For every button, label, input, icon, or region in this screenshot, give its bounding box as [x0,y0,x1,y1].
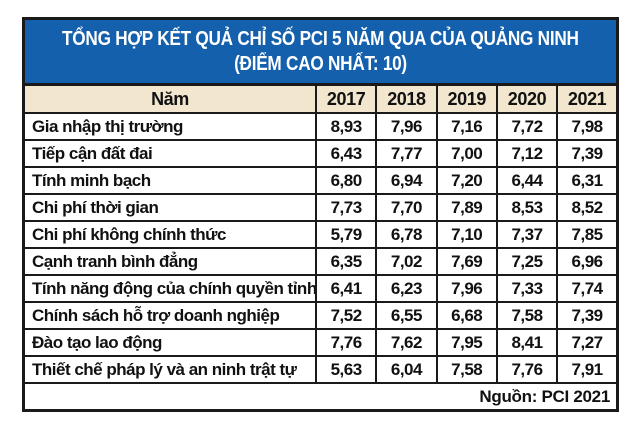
table-row: Cạnh tranh bình đẳng 6,35 7,02 7,69 7,25 6,96 [22,247,619,276]
table-row: Gia nhập thị trường 8,93 7,96 7,16 7,72 7,98 [22,112,619,141]
row-label: Chi phí không chính thức [22,220,317,249]
table-row: Thiết chế pháp lý và an ninh trật tự 5,63… [22,355,619,384]
score-cell: 8,53 [495,193,559,222]
score-cell: 6,96 [556,247,619,276]
row-label: Chính sách hỗ trợ doanh nghiệp [22,301,317,330]
source-row: Nguồn: PCI 2021 [22,382,619,412]
table-footer: Nguồn: PCI 2021 [22,382,619,412]
score-cell: 7,98 [556,112,619,141]
score-cell: 7,69 [435,247,498,276]
score-cell: 8,93 [314,112,378,141]
column-header-year: 2018 [375,83,438,114]
score-cell: 6,55 [375,301,438,330]
score-cell: 7,52 [314,301,378,330]
column-header-year: 2020 [495,83,559,114]
score-cell: 7,27 [556,328,619,357]
table-body: Gia nhập thị trường 8,93 7,96 7,16 7,72 7,98 T… [22,112,619,384]
score-cell: 7,16 [435,112,498,141]
score-cell: 7,76 [314,328,378,357]
table-row: Tính minh bạch 6,80 6,94 7,20 6,44 6,31 [22,166,619,195]
table-row: Chi phí thời gian 7,73 7,70 7,89 8,53 8,52 [22,193,619,222]
row-label: Gia nhập thị trường [22,112,317,141]
pci-infographic-panel: TỔNG HỢP KẾT QUẢ CHỈ SỐ PCI 5 NĂM QUA CỦ… [22,17,619,412]
score-cell: 7,58 [435,355,498,384]
score-cell: 7,02 [375,247,438,276]
table-row: Đào tạo lao động 7,76 7,62 7,95 8,41 7,27 [22,328,619,357]
score-cell: 6,44 [495,166,559,195]
score-cell: 7,85 [556,220,619,249]
score-cell: 7,62 [375,328,438,357]
score-cell: 5,79 [314,220,378,249]
score-cell: 7,96 [435,274,498,303]
score-cell: 7,73 [314,193,378,222]
header-row: Năm 2017 2018 2019 2020 2021 [22,83,619,114]
score-cell: 7,77 [375,139,438,168]
row-label: Cạnh tranh bình đẳng [22,247,317,276]
row-label: Tính minh bạch [22,166,317,195]
score-cell: 7,12 [495,139,559,168]
score-cell: 7,72 [495,112,559,141]
score-cell: 7,96 [375,112,438,141]
score-cell: 6,68 [435,301,498,330]
row-label: Tính năng động của chính quyền tỉnh [22,274,317,303]
row-label: Chi phí thời gian [22,193,317,222]
title-banner: TỔNG HỢP KẾT QUẢ CHỈ SỐ PCI 5 NĂM QUA CỦ… [22,17,619,83]
score-cell: 8,52 [556,193,619,222]
table-row: Chi phí không chính thức 5,79 6,78 7,10 7,37… [22,220,619,249]
score-cell: 7,58 [495,301,559,330]
row-label: Thiết chế pháp lý và an ninh trật tự [22,355,317,384]
score-cell: 7,25 [495,247,559,276]
column-header-year: 2021 [556,83,619,114]
score-cell: 7,70 [375,193,438,222]
score-cell: 6,78 [375,220,438,249]
table-row: Tính năng động của chính quyền tỉnh 6,41 6… [22,274,619,303]
score-cell: 7,10 [435,220,498,249]
score-cell: 6,41 [314,274,378,303]
column-header-year: 2017 [314,83,378,114]
score-cell: 6,04 [375,355,438,384]
score-cell: 6,31 [556,166,619,195]
score-cell: 6,43 [314,139,378,168]
score-cell: 7,76 [495,355,559,384]
score-cell: 7,33 [495,274,559,303]
column-header-year: 2019 [435,83,498,114]
score-cell: 7,39 [556,301,619,330]
table-row: Tiếp cận đất đai 6,43 7,77 7,00 7,12 7,39 [22,139,619,168]
column-header-nam: Năm [22,83,317,114]
title-line-1: TỔNG HỢP KẾT QUẢ CHỈ SỐ PCI 5 NĂM QUA CỦ… [62,27,579,50]
score-cell: 6,35 [314,247,378,276]
score-cell: 7,39 [556,139,619,168]
score-cell: 6,23 [375,274,438,303]
score-cell: 7,00 [435,139,498,168]
score-cell: 7,74 [556,274,619,303]
row-label: Tiếp cận đất đai [22,139,317,168]
title-line-2: (ĐIỂM CAO NHẤT: 10) [234,52,407,75]
score-cell: 6,94 [375,166,438,195]
score-cell: 7,37 [495,220,559,249]
pci-score-table: Năm 2017 2018 2019 2020 2021 Gia nhập thị trư… [22,83,619,412]
score-cell: 7,95 [435,328,498,357]
score-cell: 5,63 [314,355,378,384]
score-cell: 6,80 [314,166,378,195]
table-header: Năm 2017 2018 2019 2020 2021 [22,83,619,114]
score-cell: 7,89 [435,193,498,222]
score-cell: 7,20 [435,166,498,195]
score-cell: 8,41 [495,328,559,357]
row-label: Đào tạo lao động [22,328,317,357]
source-note: Nguồn: PCI 2021 [22,382,619,412]
score-cell: 7,91 [556,355,619,384]
table-row: Chính sách hỗ trợ doanh nghiệp 7,52 6,55 6,… [22,301,619,330]
